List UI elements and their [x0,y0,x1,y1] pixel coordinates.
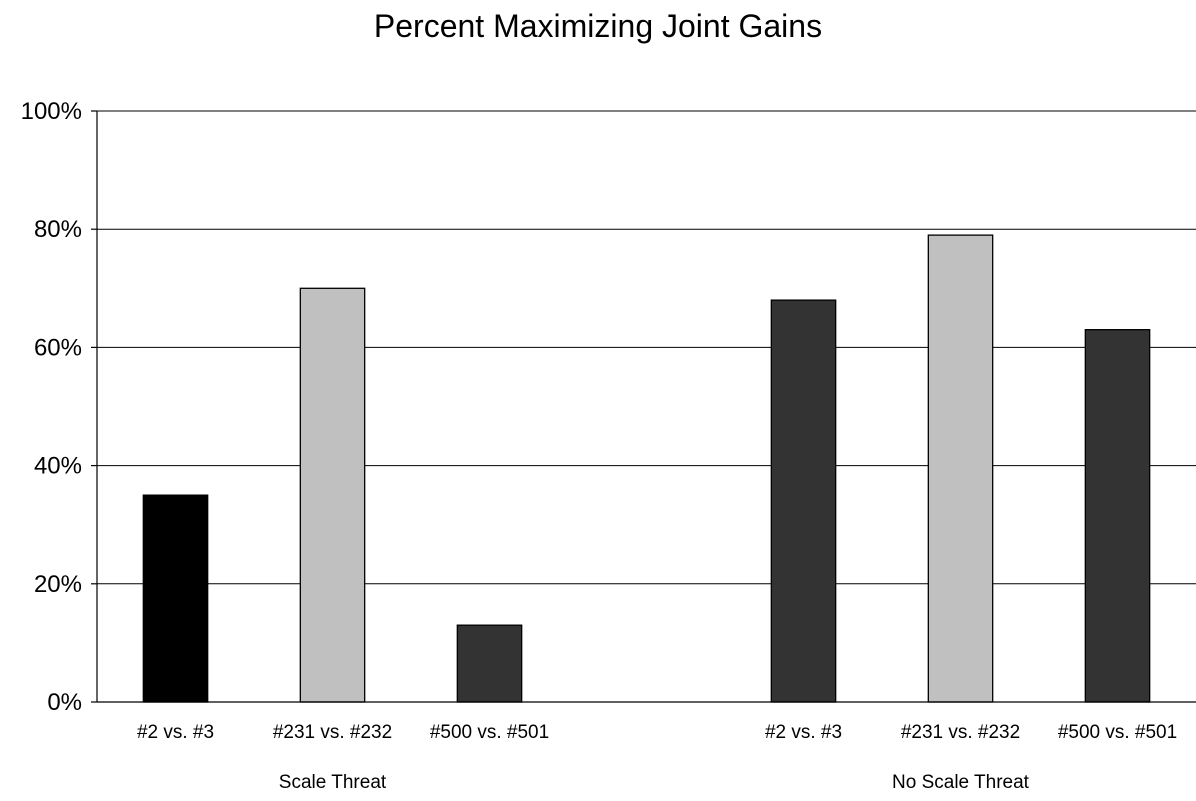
y-tick-label: 40% [34,453,82,480]
bar [142,494,209,703]
bar [770,299,837,703]
gridlines [97,110,1196,585]
group-label: No Scale Threat [892,772,1030,793]
axes [96,111,1196,703]
x-tick-label: #2 vs. #3 [137,722,214,743]
x-tick-label: #500 vs. #501 [1058,722,1177,743]
y-tick-label: 80% [34,216,82,243]
bars [142,234,1151,703]
y-tick-label: 100% [21,98,82,125]
x-tick-label: #231 vs. #232 [273,722,392,743]
chart-title: Percent Maximizing Joint Gains [374,8,822,44]
y-tick-label: 20% [34,571,82,598]
group-labels: Scale Threat No Scale Threat [279,772,1030,793]
y-axis-ticks: 0% 20% 40% 60% 80% 100% [21,98,97,716]
y-tick-label: 0% [47,689,82,716]
x-tick-label: #500 vs. #501 [430,722,549,743]
x-tick-label: #2 vs. #3 [765,722,842,743]
x-tick-label: #231 vs. #232 [901,722,1020,743]
bar [1084,329,1151,703]
bar [456,624,523,703]
bar [299,287,366,703]
y-tick-label: 60% [34,334,82,361]
bar [927,234,994,703]
x-axis-ticks: #2 vs. #3 #231 vs. #232 #500 vs. #501 #2 vs… [137,722,1177,743]
group-label: Scale Threat [279,772,387,793]
